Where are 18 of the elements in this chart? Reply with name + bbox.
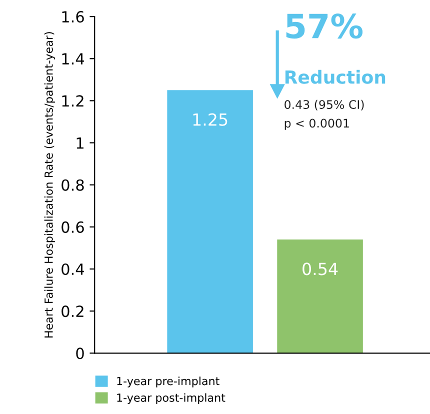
y-tick-label: 0 — [76, 348, 84, 360]
data-label: 1.25 — [193, 113, 228, 126]
y-tick-label: 1.4 — [62, 53, 84, 64]
y-tick-label: 0.6 — [62, 221, 84, 233]
annotation: Reduction — [285, 70, 386, 84]
annotation: p < 0.0001 — [284, 118, 349, 130]
y-tick-label: 0.2 — [62, 306, 84, 318]
y-tick-label: 1.6 — [62, 11, 84, 23]
y-axis-title: Heart Failure Hospitalization Rate (events/patient-year) — [44, 32, 56, 338]
annotation: 57% — [286, 13, 363, 39]
data-label: 0.54 — [302, 262, 338, 276]
y-tick-label: 0.8 — [62, 179, 84, 191]
y-tick-label: 0.4 — [62, 263, 84, 276]
y-tick-label: 1 — [76, 137, 84, 149]
legend-label: 1-year pre-implant — [117, 376, 220, 388]
legend-label: 1-year post-implant — [117, 393, 226, 404]
y-tick-label: 1.2 — [62, 95, 84, 107]
annotation: 0.43 (95% CI) — [284, 100, 364, 110]
